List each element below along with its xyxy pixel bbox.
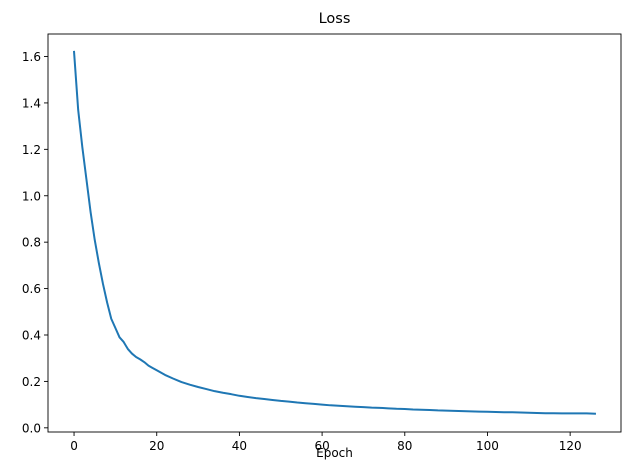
x-tick-label: 60: [314, 439, 329, 453]
y-tick-label: 0.8: [22, 236, 41, 250]
y-tick-label: 1.0: [22, 189, 41, 203]
y-tick-label: 1.6: [22, 50, 41, 64]
x-tick-label: 20: [149, 439, 164, 453]
loss-series-line: [72, 50, 596, 415]
x-tick-label: 100: [476, 439, 499, 453]
y-tick-label: 0.4: [22, 328, 41, 342]
y-tick-label: 0.2: [22, 375, 41, 389]
y-tick-label: 1.2: [22, 143, 41, 157]
y-tick-label: 0.0: [22, 421, 41, 435]
x-axis: 0 20 40 60 80 100 120: [70, 432, 582, 453]
x-tick-label: 0: [70, 439, 78, 453]
x-tick-label: 120: [559, 439, 582, 453]
plot-frame: [47, 33, 622, 433]
x-axis-title: Epoch: [316, 446, 353, 460]
x-tick-label: 80: [397, 439, 412, 453]
y-axis: 0.0 0.2 0.4 0.6 0.8 1.0 1.2 1.4 1.6: [22, 50, 48, 435]
chart-title: Loss: [319, 11, 351, 27]
y-tick-label: 1.4: [22, 96, 41, 110]
x-tick-label: 40: [232, 439, 247, 453]
y-tick-label: 0.6: [22, 282, 41, 296]
